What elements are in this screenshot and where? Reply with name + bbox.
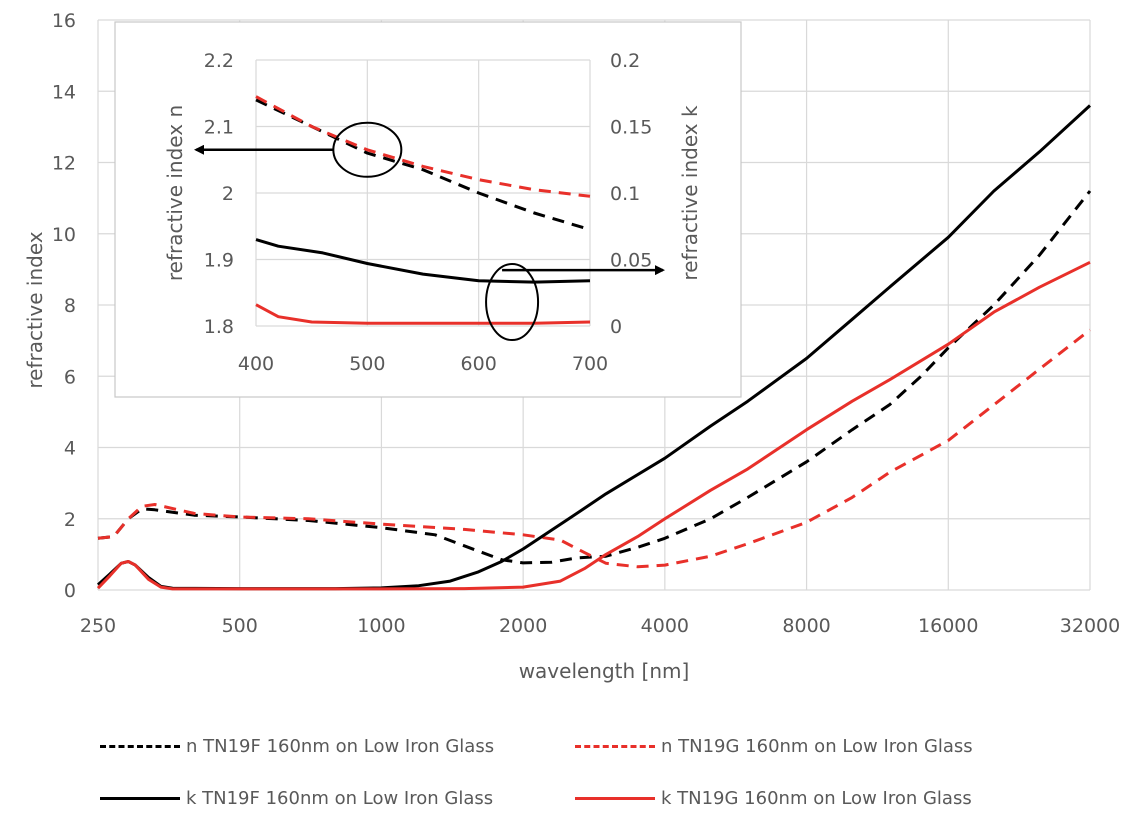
series-line-n-tn19f-160nm-on-low-iron-glass bbox=[97, 190, 1092, 565]
legend-swatch-n-tn19g bbox=[575, 745, 655, 748]
y-axis-label: refractive index bbox=[23, 231, 47, 388]
inset-x-tick-label: 700 bbox=[572, 353, 608, 375]
legend-swatch-k-tn19f bbox=[100, 797, 180, 800]
legend-label-k-tn19g: k TN19G 160nm on Low Iron Glass bbox=[661, 788, 972, 809]
x-axis-label: wavelength [nm] bbox=[519, 659, 690, 683]
inset-y2-tick-label: 0.05 bbox=[610, 250, 652, 272]
inset-y-tick-label: 2.2 bbox=[204, 50, 234, 72]
y-tick-label: 2 bbox=[64, 509, 76, 531]
y-tick-label: 0 bbox=[64, 580, 76, 602]
y-tick-label: 4 bbox=[64, 438, 76, 460]
x-tick-label: 500 bbox=[222, 615, 258, 637]
inset-y2-tick-label: 0.15 bbox=[610, 117, 652, 139]
x-tick-label: 4000 bbox=[641, 615, 689, 637]
legend-label-n-tn19f: n TN19F 160nm on Low Iron Glass bbox=[186, 736, 495, 757]
y-tick-label: 16 bbox=[52, 10, 76, 32]
inset-y-tick-label: 1.8 bbox=[204, 316, 234, 338]
inset-y-axis-label: refractive index n bbox=[163, 105, 187, 281]
inset-series-line-k-tn19f bbox=[255, 238, 591, 284]
inset-y2-tick-label: 0.1 bbox=[610, 183, 640, 205]
y-tick-label: 10 bbox=[52, 224, 76, 246]
x-tick-label: 250 bbox=[80, 615, 116, 637]
legend-item-k-tn19f: k TN19F 160nm on Low Iron Glass bbox=[100, 788, 493, 809]
inset-plot: 400 500 600 700 1.8 1.9 2 2.1 2.2 0 0.05 0.1 0.15 0.2… bbox=[163, 50, 702, 375]
y-tick-label: 14 bbox=[52, 81, 76, 103]
legend-item-k-tn19g: k TN19G 160nm on Low Iron Glass bbox=[575, 788, 972, 809]
x-tick-label: 16000 bbox=[918, 615, 978, 637]
annotation-ellipse-k bbox=[485, 263, 540, 342]
y-tick-label: 6 bbox=[64, 366, 76, 388]
inset-x-tick-label: 600 bbox=[461, 353, 497, 375]
inset-y-tick-label: 2 bbox=[222, 183, 234, 205]
inset-y2-tick-label: 0.2 bbox=[610, 50, 640, 72]
legend-swatch-n-tn19f bbox=[100, 745, 180, 748]
inset-x-tick-label: 400 bbox=[238, 353, 274, 375]
legend-swatch-k-tn19g bbox=[575, 797, 655, 800]
x-tick-label: 32000 bbox=[1060, 615, 1120, 637]
x-tick-label: 8000 bbox=[782, 615, 830, 637]
y-tick-label: 8 bbox=[64, 295, 76, 317]
legend-item-n-tn19f: n TN19F 160nm on Low Iron Glass bbox=[100, 736, 494, 757]
inset-panel bbox=[114, 21, 742, 398]
inset-y-tick-label: 1.9 bbox=[204, 250, 234, 272]
series-line-k-tn19g-160nm-on-low-iron-glass bbox=[96, 260, 1091, 591]
inset-series-line-n-tn19g bbox=[255, 95, 591, 198]
chart-svg: 250 500 1000 2000 4000 8000 16000 3200002468101… bbox=[23, 10, 1120, 683]
legend-label-n-tn19g: n TN19G 160nm on Low Iron Glass bbox=[661, 736, 973, 757]
series-line-n-tn19g-160nm-on-low-iron-glass bbox=[97, 328, 1091, 569]
inset-y-tick-label: 2.1 bbox=[204, 117, 234, 139]
legend-label-k-tn19f: k TN19F 160nm on Low Iron Glass bbox=[186, 788, 494, 809]
x-tick-label: 1000 bbox=[357, 615, 405, 637]
inset-x-tick-label: 500 bbox=[349, 353, 385, 375]
inset-y2-tick-label: 0 bbox=[610, 316, 622, 338]
x-tick-label: 2000 bbox=[499, 615, 547, 637]
inset-y2-axis-label: refractive index k bbox=[678, 105, 702, 281]
legend-item-n-tn19g: n TN19G 160nm on Low Iron Glass bbox=[575, 736, 973, 757]
y-tick-label: 12 bbox=[52, 153, 76, 175]
